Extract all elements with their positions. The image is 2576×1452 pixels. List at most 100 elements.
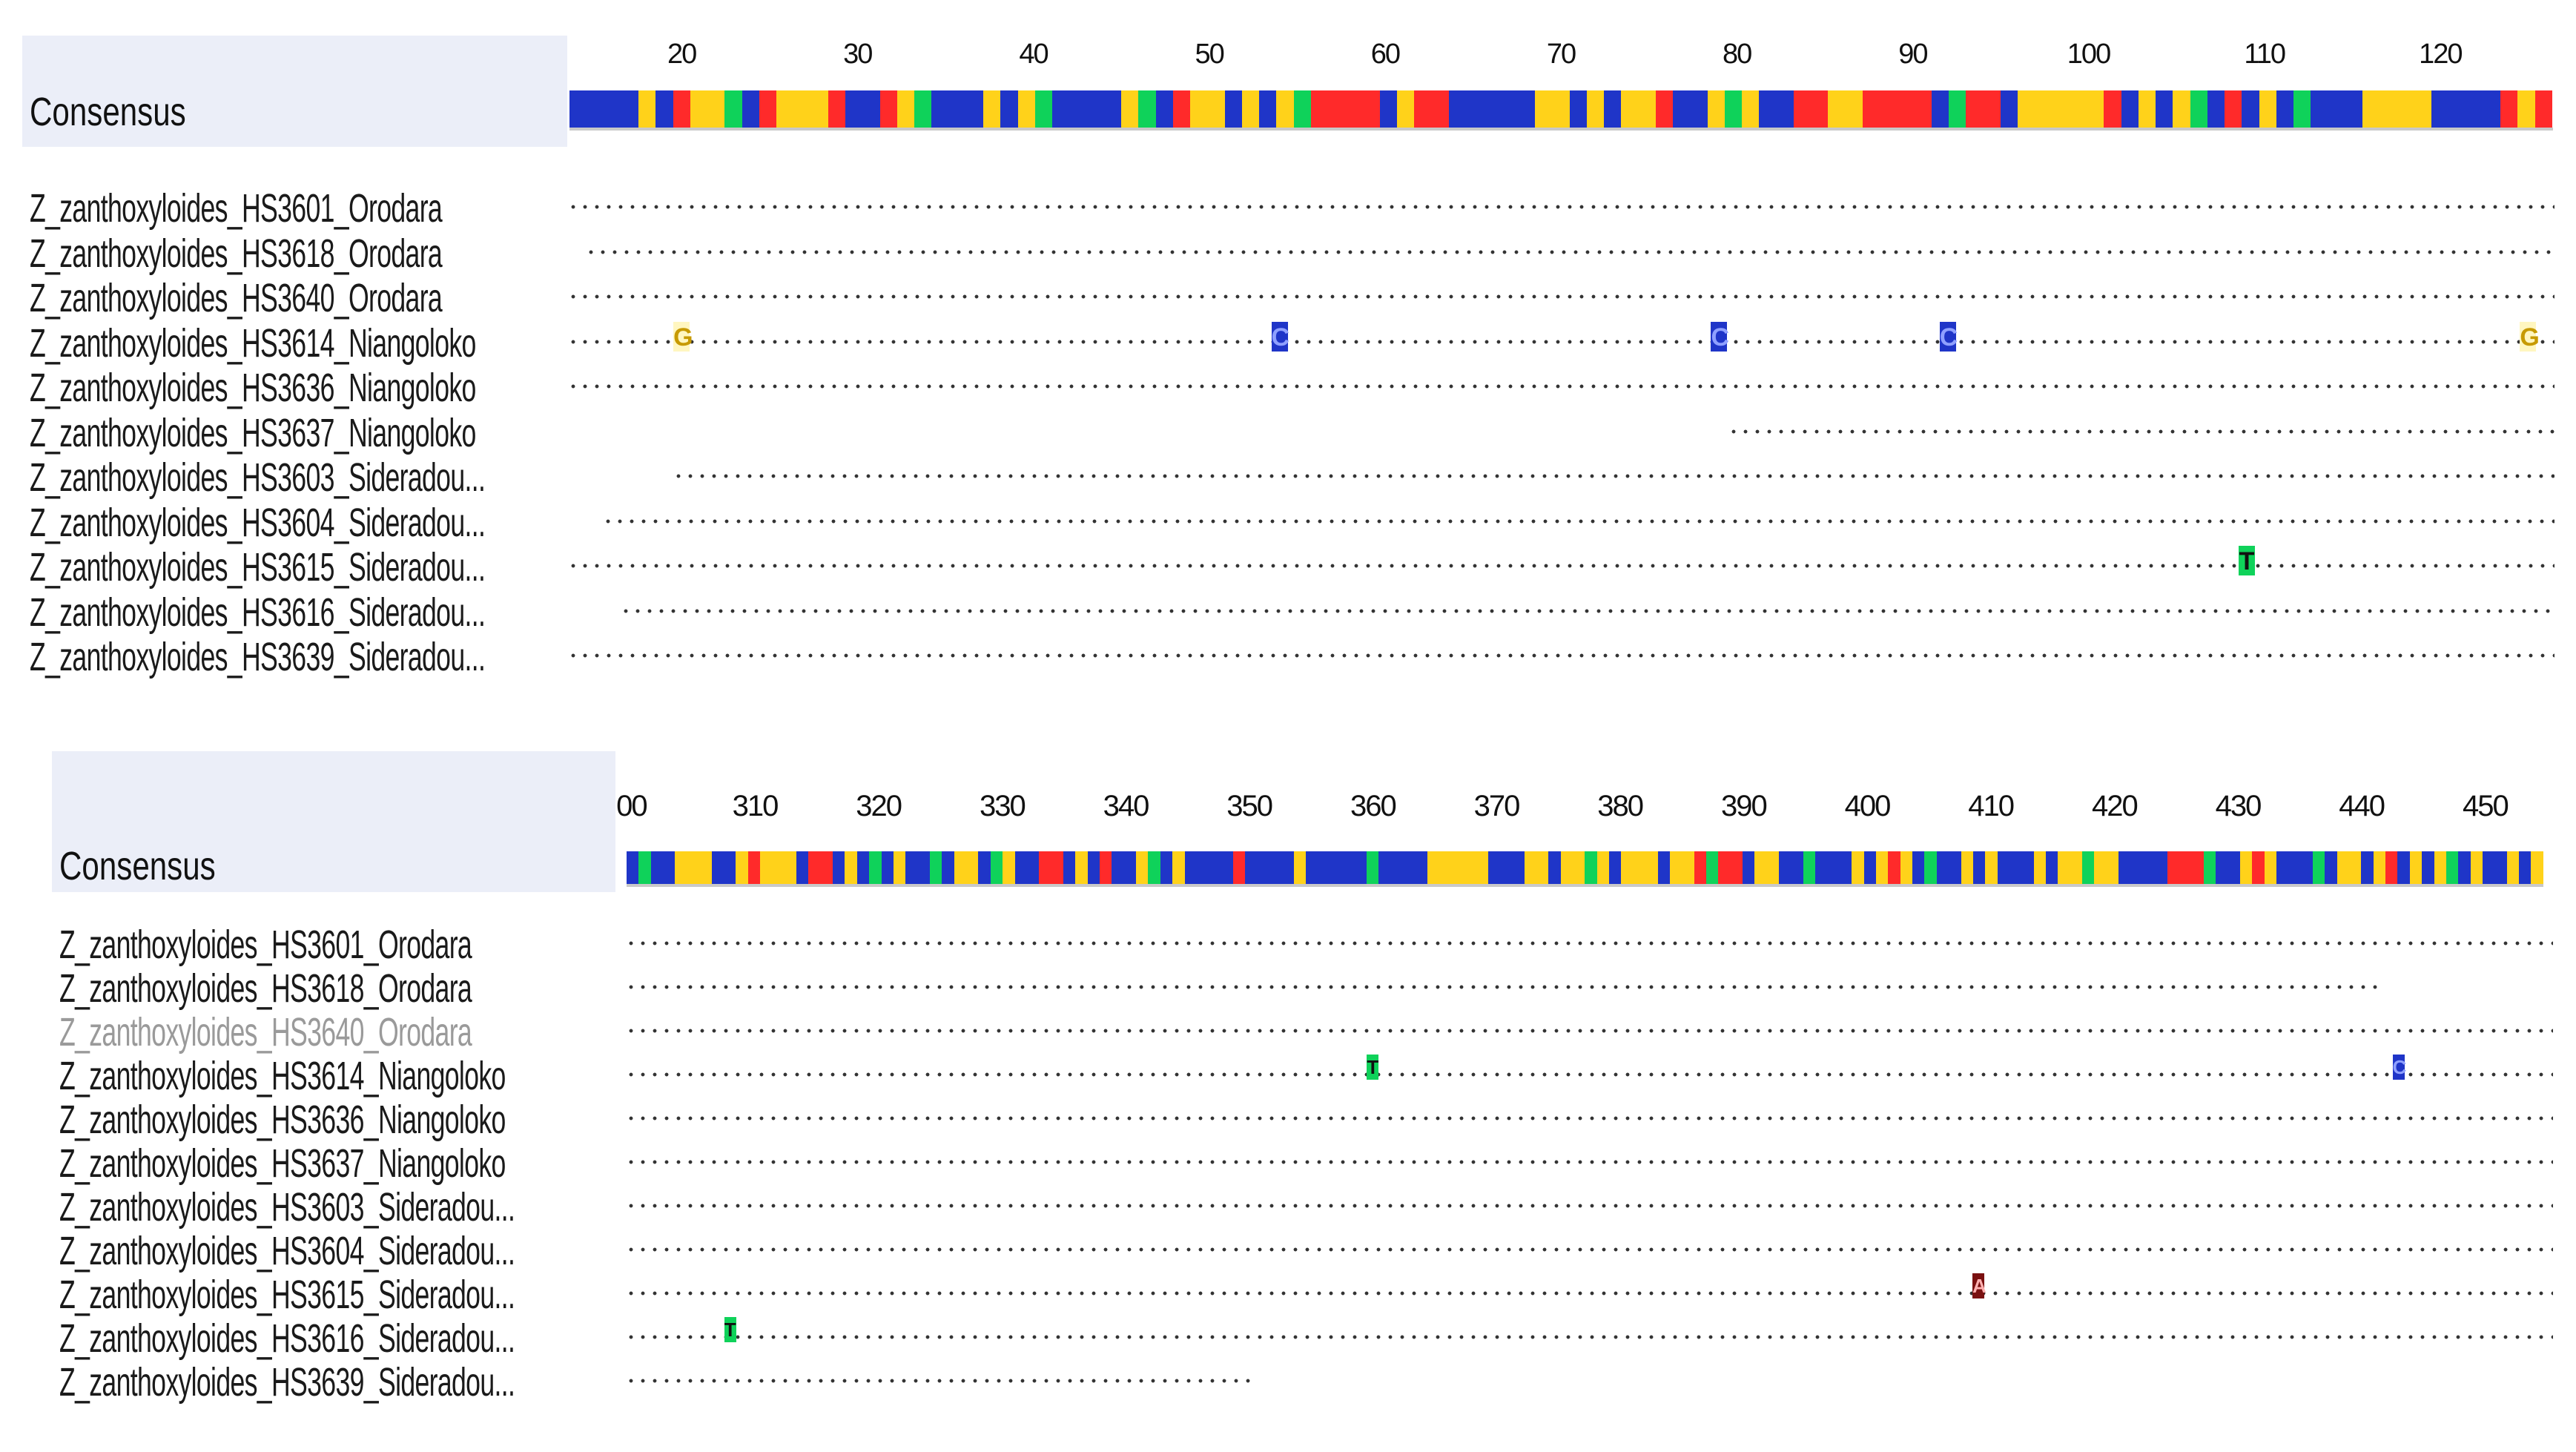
variant-base-mark[interactable]: G [673,321,693,352]
consensus-sequence-bar[interactable] [569,90,2553,131]
variant-base-mark[interactable]: C [1939,321,1958,352]
consensus-base [569,90,587,128]
consensus-base [1345,90,1363,128]
consensus-base [1354,851,1367,884]
consensus-base [759,90,776,128]
consensus-base [2190,90,2207,128]
sequence-row[interactable]: Z_zanthoxyloides_HS3614_Niangoloko G C C C G [30,320,2562,366]
consensus-base [1103,90,1121,128]
consensus-base [2179,851,2192,884]
sequence-row[interactable]: Z_zanthoxyloides_HS3604_Sideradou... [59,1228,2560,1273]
ruler-tick: 350 [1226,790,1273,822]
consensus-base [1754,851,1767,884]
sequence-row[interactable]: Z_zanthoxyloides_HS3603_Sideradou... [30,455,2562,500]
consensus-base [2173,90,2190,128]
consensus-base [1669,851,1682,884]
consensus-base [1900,851,1913,884]
consensus-sequence-bar[interactable] [627,851,2543,887]
consensus-base [1245,851,1258,884]
ruler-tick: 60 [1370,39,1401,70]
consensus-base [687,851,700,884]
identity-dots [602,518,2554,524]
sequence-name: Z_zanthoxyloides_HS3639_Sideradou... [30,635,486,679]
consensus-base [1499,851,1513,884]
consensus-base [1269,851,1282,884]
sequence-row[interactable]: Z_zanthoxyloides_HS3615_Sideradou... A [59,1272,2560,1317]
variant-base-mark[interactable]: C [2392,1055,2407,1080]
sequence-row[interactable]: Z_zanthoxyloides_HS3618_Orodara [59,966,2560,1011]
consensus-base [820,851,833,884]
consensus-base [856,851,870,884]
consensus-base [793,90,811,128]
consensus-base [1196,851,1209,884]
sequence-row[interactable]: Z_zanthoxyloides_HS3636_Niangoloko [59,1097,2560,1142]
sequence-name: Z_zanthoxyloides_HS3601_Orodara [59,923,472,967]
sequence-row[interactable]: Z_zanthoxyloides_HS3614_Niangoloko T C [59,1053,2560,1098]
ruler-tick: 360 [1350,790,1397,822]
sequence-row[interactable]: Z_zanthoxyloides_HS3639_Sideradou... [59,1359,2560,1405]
consensus-base [2345,90,2362,128]
consensus-base [2517,90,2535,128]
consensus-base [2087,90,2104,128]
ruler-tick: 320 [856,790,902,822]
consensus-base [2046,851,2058,884]
sequence-row[interactable]: Z_zanthoxyloides_HS3637_Niangoloko [59,1141,2560,1186]
ruler-tick: 420 [2091,790,2139,822]
sequence-name: Z_zanthoxyloides_HS3636_Niangoloko [59,1098,506,1142]
sequence-row[interactable]: Z_zanthoxyloides_HS3640_Orodara [59,1009,2560,1055]
consensus-base [1414,90,1432,128]
consensus-base [2227,851,2240,884]
consensus-base [1328,90,1346,128]
variant-base-mark[interactable]: C [1711,321,1729,352]
consensus-base [1500,90,1518,128]
sequence-row[interactable]: Z_zanthoxyloides_HS3640_Orodara [30,275,2562,320]
variant-base-mark[interactable]: T [724,1317,736,1342]
consensus-base [2409,851,2423,884]
sequence-name: Z_zanthoxyloides_HS3603_Sideradou... [30,455,486,500]
sequence-row[interactable]: Z_zanthoxyloides_HS3615_Sideradou... T [30,544,2562,590]
consensus-base [808,851,821,884]
consensus-base [2167,851,2179,884]
consensus-base [2276,90,2293,128]
header-background [22,36,567,147]
ruler-tick: 70 [1546,39,1576,70]
sequence-row[interactable]: Z_zanthoxyloides_HS3604_Sideradou... [30,500,2562,545]
variant-base-mark[interactable]: C [1271,321,1290,352]
consensus-base [1949,90,1966,128]
variant-base-mark[interactable]: G [2520,321,2540,352]
consensus-base [1439,851,1452,884]
consensus-base [917,851,930,884]
sequence-row[interactable]: Z_zanthoxyloides_HS3637_Niangoloko [30,410,2562,455]
consensus-base [1585,851,1597,884]
consensus-base [1281,851,1294,884]
ruler-tick: 100 [2067,39,2111,70]
consensus-base [1451,851,1464,884]
consensus-base [2264,851,2276,884]
consensus-base [1259,90,1277,128]
ruler-tick: 30 [843,39,873,70]
variant-base-mark[interactable]: T [2238,546,2255,575]
identity-dots [673,474,2554,478]
consensus-base [1548,851,1561,884]
sequence-name: Z_zanthoxyloides_HS3637_Niangoloko [59,1141,506,1186]
sequence-row[interactable]: Z_zanthoxyloides_HS3636_Niangoloko [30,365,2562,410]
variant-base-mark[interactable]: T [1367,1055,1379,1080]
sequence-row[interactable]: Z_zanthoxyloides_HS3616_Sideradou... [30,590,2562,635]
ruler-tick: 380 [1597,790,1644,822]
sequence-row[interactable]: Z_zanthoxyloides_HS3616_Sideradou... T [59,1316,2560,1361]
sequence-row[interactable]: Z_zanthoxyloides_HS3639_Sideradou... [30,634,2562,679]
sequence-row[interactable]: Z_zanthoxyloides_HS3601_Orodara [59,922,2560,967]
consensus-base [2225,90,2242,128]
consensus-base [1112,851,1124,884]
sequence-row[interactable]: Z_zanthoxyloides_HS3603_Sideradou... [59,1184,2560,1230]
sequence-row[interactable]: Z_zanthoxyloides_HS3601_Orodara [30,185,2562,231]
consensus-base [893,851,906,884]
consensus-base [1828,90,1846,128]
sequence-row[interactable]: Z_zanthoxyloides_HS3618_Orodara [30,231,2562,276]
consensus-base [776,90,794,128]
consensus-base [1931,90,1949,128]
consensus-base [1845,90,1863,128]
variant-base-mark[interactable]: A [1972,1273,1987,1298]
consensus-base [1039,851,1051,884]
consensus-base [1483,90,1501,128]
